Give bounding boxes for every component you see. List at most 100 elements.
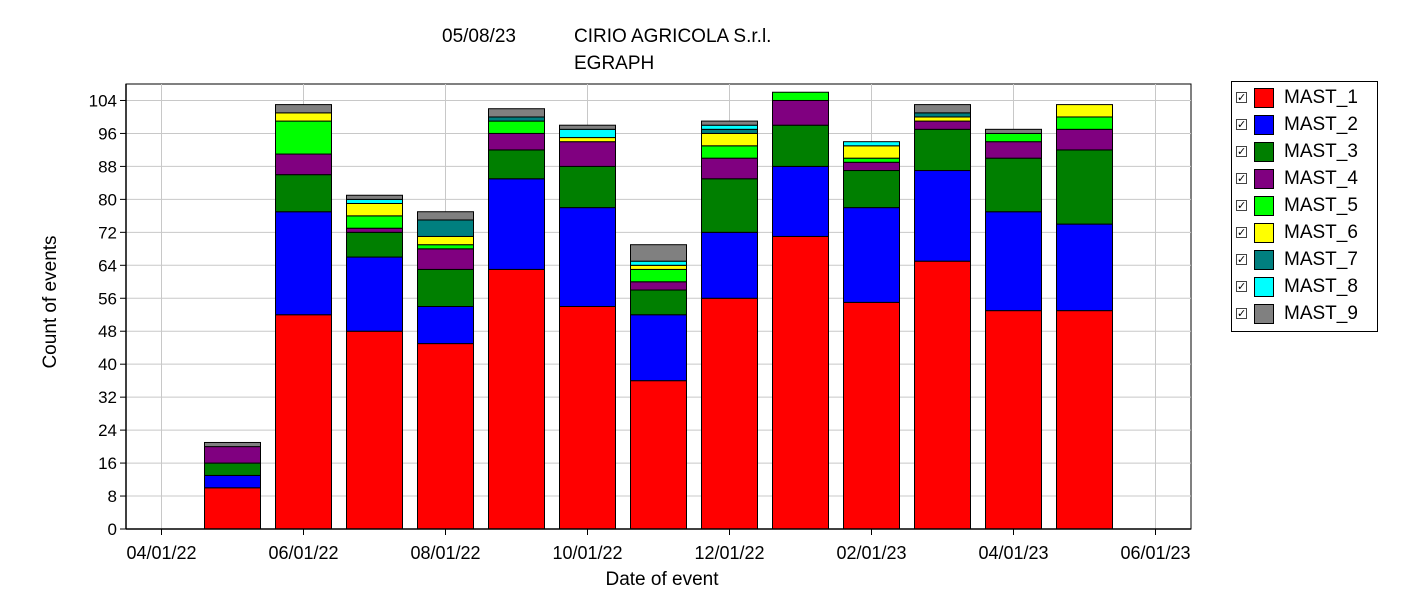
bar-segment-mast-3 xyxy=(1056,149,1113,225)
legend-checkbox[interactable]: ✓ xyxy=(1236,253,1247,266)
legend-checkbox[interactable]: ✓ xyxy=(1236,91,1247,104)
legend-item-mast-5[interactable]: ✓ MAST_5 xyxy=(1232,194,1377,218)
bar-segment-mast-4 xyxy=(417,248,474,270)
bar-segment-mast-2 xyxy=(417,306,474,345)
bar-segment-mast-3 xyxy=(914,128,971,172)
bar-segment-mast-6 xyxy=(417,235,474,246)
bar-segment-mast-8 xyxy=(630,260,687,266)
y-tick-label: 64 xyxy=(98,256,117,275)
bar-segment-mast-3 xyxy=(488,149,545,180)
bar-segment-mast-8 xyxy=(559,128,616,139)
legend-checkbox[interactable]: ✓ xyxy=(1236,172,1247,185)
bar-segment-mast-3 xyxy=(275,174,332,213)
x-axis-label: Date of event xyxy=(605,569,719,590)
legend-item-mast-6[interactable]: ✓ MAST_6 xyxy=(1232,221,1377,245)
bar-segment-mast-6 xyxy=(1056,104,1113,118)
bar-segment-mast-5 xyxy=(1056,116,1113,130)
legend-label: MAST_1 xyxy=(1284,87,1358,108)
bar-segment-mast-9 xyxy=(559,124,616,130)
bar-segment-mast-9 xyxy=(346,194,403,200)
x-tick-label: 12/01/22 xyxy=(694,543,764,563)
y-tick-label: 72 xyxy=(98,223,117,242)
bar-segment-mast-7 xyxy=(488,116,545,122)
bar-segment-mast-4 xyxy=(914,120,971,130)
legend-swatch xyxy=(1254,304,1274,324)
y-tick-label: 0 xyxy=(108,520,117,539)
stacked-bar-chart: 0 8 16 24 32 40 48 56 64 72 80 88 96 104 04/01/22 06/01… xyxy=(40,83,1192,590)
bar-segment-mast-5 xyxy=(630,268,687,283)
x-tick-label: 10/01/22 xyxy=(552,543,622,563)
x-tick-label: 08/01/22 xyxy=(410,543,480,563)
legend-item-mast-9[interactable]: ✓ MAST_9 xyxy=(1232,302,1377,326)
bar-segment-mast-2 xyxy=(275,211,332,316)
legend-checkbox[interactable]: ✓ xyxy=(1236,199,1247,212)
bar-segment-mast-4 xyxy=(985,141,1042,159)
bar-segment-mast-2 xyxy=(630,314,687,382)
bar-segment-mast-6 xyxy=(559,137,616,143)
bar-segment-mast-6 xyxy=(346,202,403,217)
bar-segment-mast-3 xyxy=(701,178,758,233)
bar-segment-mast-3 xyxy=(346,231,403,258)
bar-segment-mast-2 xyxy=(204,474,261,489)
x-tick-label: 06/01/23 xyxy=(1120,543,1190,563)
bar-segment-mast-9 xyxy=(701,120,758,126)
x-tick-label: 04/01/23 xyxy=(978,543,1048,563)
legend-item-mast-4[interactable]: ✓ MAST_4 xyxy=(1232,167,1377,191)
legend-item-mast-1[interactable]: ✓ MAST_1 xyxy=(1232,86,1377,110)
legend-item-mast-7[interactable]: ✓ MAST_7 xyxy=(1232,248,1377,272)
legend-swatch xyxy=(1254,115,1274,135)
legend-swatch xyxy=(1254,142,1274,162)
legend-item-mast-3[interactable]: ✓ MAST_3 xyxy=(1232,140,1377,164)
legend-item-mast-8[interactable]: ✓ MAST_8 xyxy=(1232,275,1377,299)
legend: ✓ MAST_1 ✓ MAST_2 ✓ MAST_3 ✓ MAST_4 ✓ MAST_5 ✓ MAST… xyxy=(1231,81,1378,332)
bar-segment-mast-8 xyxy=(701,124,758,130)
bar-segment-mast-5 xyxy=(985,132,1042,143)
bar-segment-mast-2 xyxy=(1056,223,1113,312)
bar-segment-mast-3 xyxy=(630,289,687,316)
legend-swatch xyxy=(1254,250,1274,270)
legend-swatch xyxy=(1254,223,1274,243)
legend-swatch xyxy=(1254,277,1274,297)
bar-segment-mast-3 xyxy=(985,157,1042,213)
bar-segment-mast-9 xyxy=(630,244,687,262)
legend-checkbox[interactable]: ✓ xyxy=(1236,307,1247,320)
bars-layer xyxy=(204,91,1113,530)
bar-segment-mast-2 xyxy=(914,170,971,262)
bar-segment-mast-6 xyxy=(843,145,900,159)
bar-segment-mast-2 xyxy=(559,207,616,307)
bar-segment-mast-1 xyxy=(630,380,687,530)
bar-segment-mast-5 xyxy=(843,157,900,163)
bar-segment-mast-1 xyxy=(346,330,403,530)
bar-segment-mast-2 xyxy=(488,178,545,270)
legend-label: MAST_6 xyxy=(1284,222,1358,243)
header-company: CIRIO AGRICOLA S.r.l. xyxy=(574,26,772,47)
header-date: 05/08/23 xyxy=(442,26,516,47)
bar-segment-mast-4 xyxy=(772,99,829,126)
y-tick-label: 16 xyxy=(98,454,117,473)
y-tick-label: 96 xyxy=(98,124,117,143)
bar-segment-mast-5 xyxy=(488,120,545,134)
bar-segment-mast-8 xyxy=(346,198,403,204)
legend-label: MAST_4 xyxy=(1284,168,1358,189)
legend-checkbox[interactable]: ✓ xyxy=(1236,226,1247,239)
bar-segment-mast-1 xyxy=(559,306,616,530)
bar-segment-mast-7 xyxy=(417,219,474,237)
bar-segment-mast-1 xyxy=(1056,310,1113,530)
x-tick-label: 06/01/22 xyxy=(268,543,338,563)
y-tick-label: 8 xyxy=(108,487,117,506)
legend-label: MAST_2 xyxy=(1284,114,1358,135)
y-axis-label: Count of events xyxy=(40,235,61,368)
legend-label: MAST_9 xyxy=(1284,303,1358,324)
legend-checkbox[interactable]: ✓ xyxy=(1236,280,1247,293)
legend-item-mast-2[interactable]: ✓ MAST_2 xyxy=(1232,113,1377,137)
legend-checkbox[interactable]: ✓ xyxy=(1236,145,1247,158)
bar-segment-mast-2 xyxy=(772,165,829,237)
y-tick-label: 48 xyxy=(98,322,117,341)
bar-segment-mast-3 xyxy=(417,268,474,307)
bar-segment-mast-9 xyxy=(985,128,1042,134)
y-tick-label: 88 xyxy=(98,157,117,176)
bar-segment-mast-1 xyxy=(701,297,758,530)
legend-checkbox[interactable]: ✓ xyxy=(1236,118,1247,131)
bar-segment-mast-1 xyxy=(772,235,829,530)
bar-segment-mast-7 xyxy=(914,112,971,118)
